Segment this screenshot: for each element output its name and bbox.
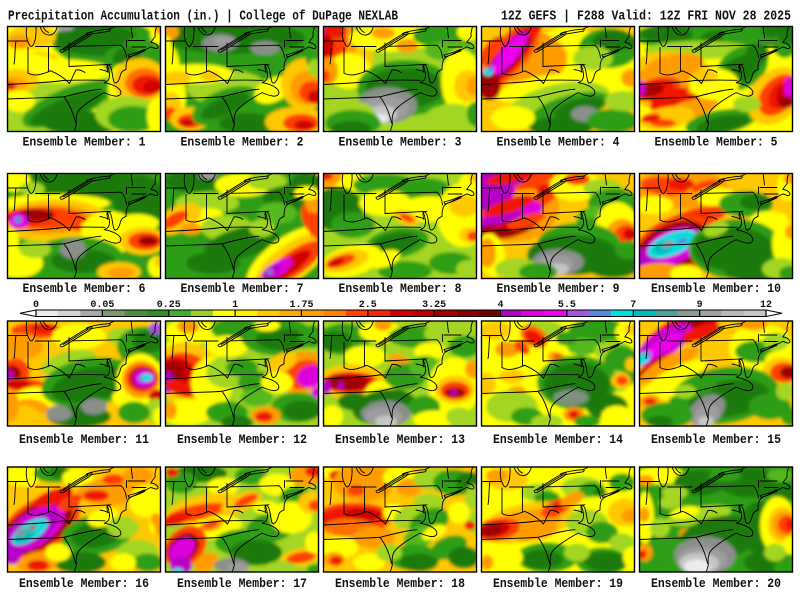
svg-text:Ensemble Member: 11: Ensemble Member: 11 <box>19 432 149 447</box>
svg-text:0.05: 0.05 <box>90 300 114 311</box>
svg-text:4: 4 <box>498 300 504 311</box>
svg-text:Ensemble Member: 15: Ensemble Member: 15 <box>651 432 781 447</box>
svg-text:Ensemble Member: 8: Ensemble Member: 8 <box>339 281 462 296</box>
svg-text:Ensemble Member: 6: Ensemble Member: 6 <box>23 281 146 296</box>
svg-text:2.5: 2.5 <box>359 300 377 311</box>
svg-text:5.5: 5.5 <box>558 300 576 311</box>
svg-text:Ensemble Member: 18: Ensemble Member: 18 <box>335 576 465 591</box>
svg-text:12Z GEFS | F288 Valid: 12Z FRI: 12Z GEFS | F288 Valid: 12Z FRI NOV 28 20… <box>501 10 791 25</box>
svg-text:Ensemble Member: 3: Ensemble Member: 3 <box>339 135 462 150</box>
svg-text:Ensemble Member: 9: Ensemble Member: 9 <box>497 281 620 296</box>
svg-text:Ensemble Member: 4: Ensemble Member: 4 <box>497 135 620 150</box>
svg-text:0: 0 <box>33 300 39 311</box>
svg-text:9: 9 <box>697 300 703 311</box>
svg-text:7: 7 <box>630 300 636 311</box>
svg-text:Ensemble Member: 17: Ensemble Member: 17 <box>177 576 307 591</box>
svg-text:Ensemble Member: 7: Ensemble Member: 7 <box>181 281 304 296</box>
svg-text:Ensemble Member: 2: Ensemble Member: 2 <box>181 135 304 150</box>
svg-text:1.75: 1.75 <box>289 300 313 311</box>
svg-text:Ensemble Member: 20: Ensemble Member: 20 <box>651 576 781 591</box>
svg-text:Ensemble Member: 1: Ensemble Member: 1 <box>23 135 146 150</box>
svg-text:3.25: 3.25 <box>422 300 446 311</box>
svg-text:Ensemble Member: 13: Ensemble Member: 13 <box>335 432 465 447</box>
svg-text:Precipitation Accumulation (in: Precipitation Accumulation (in.) | Colle… <box>8 10 398 25</box>
svg-text:Ensemble Member: 19: Ensemble Member: 19 <box>493 576 623 591</box>
svg-text:Ensemble Member: 14: Ensemble Member: 14 <box>493 432 623 447</box>
svg-text:Ensemble Member: 5: Ensemble Member: 5 <box>655 135 778 150</box>
svg-text:Ensemble Member: 12: Ensemble Member: 12 <box>177 432 307 447</box>
svg-text:Ensemble Member: 10: Ensemble Member: 10 <box>651 281 781 296</box>
svg-text:12: 12 <box>760 300 772 311</box>
svg-text:Ensemble Member: 16: Ensemble Member: 16 <box>19 576 149 591</box>
svg-text:1: 1 <box>232 300 238 311</box>
svg-text:0.25: 0.25 <box>157 300 181 311</box>
